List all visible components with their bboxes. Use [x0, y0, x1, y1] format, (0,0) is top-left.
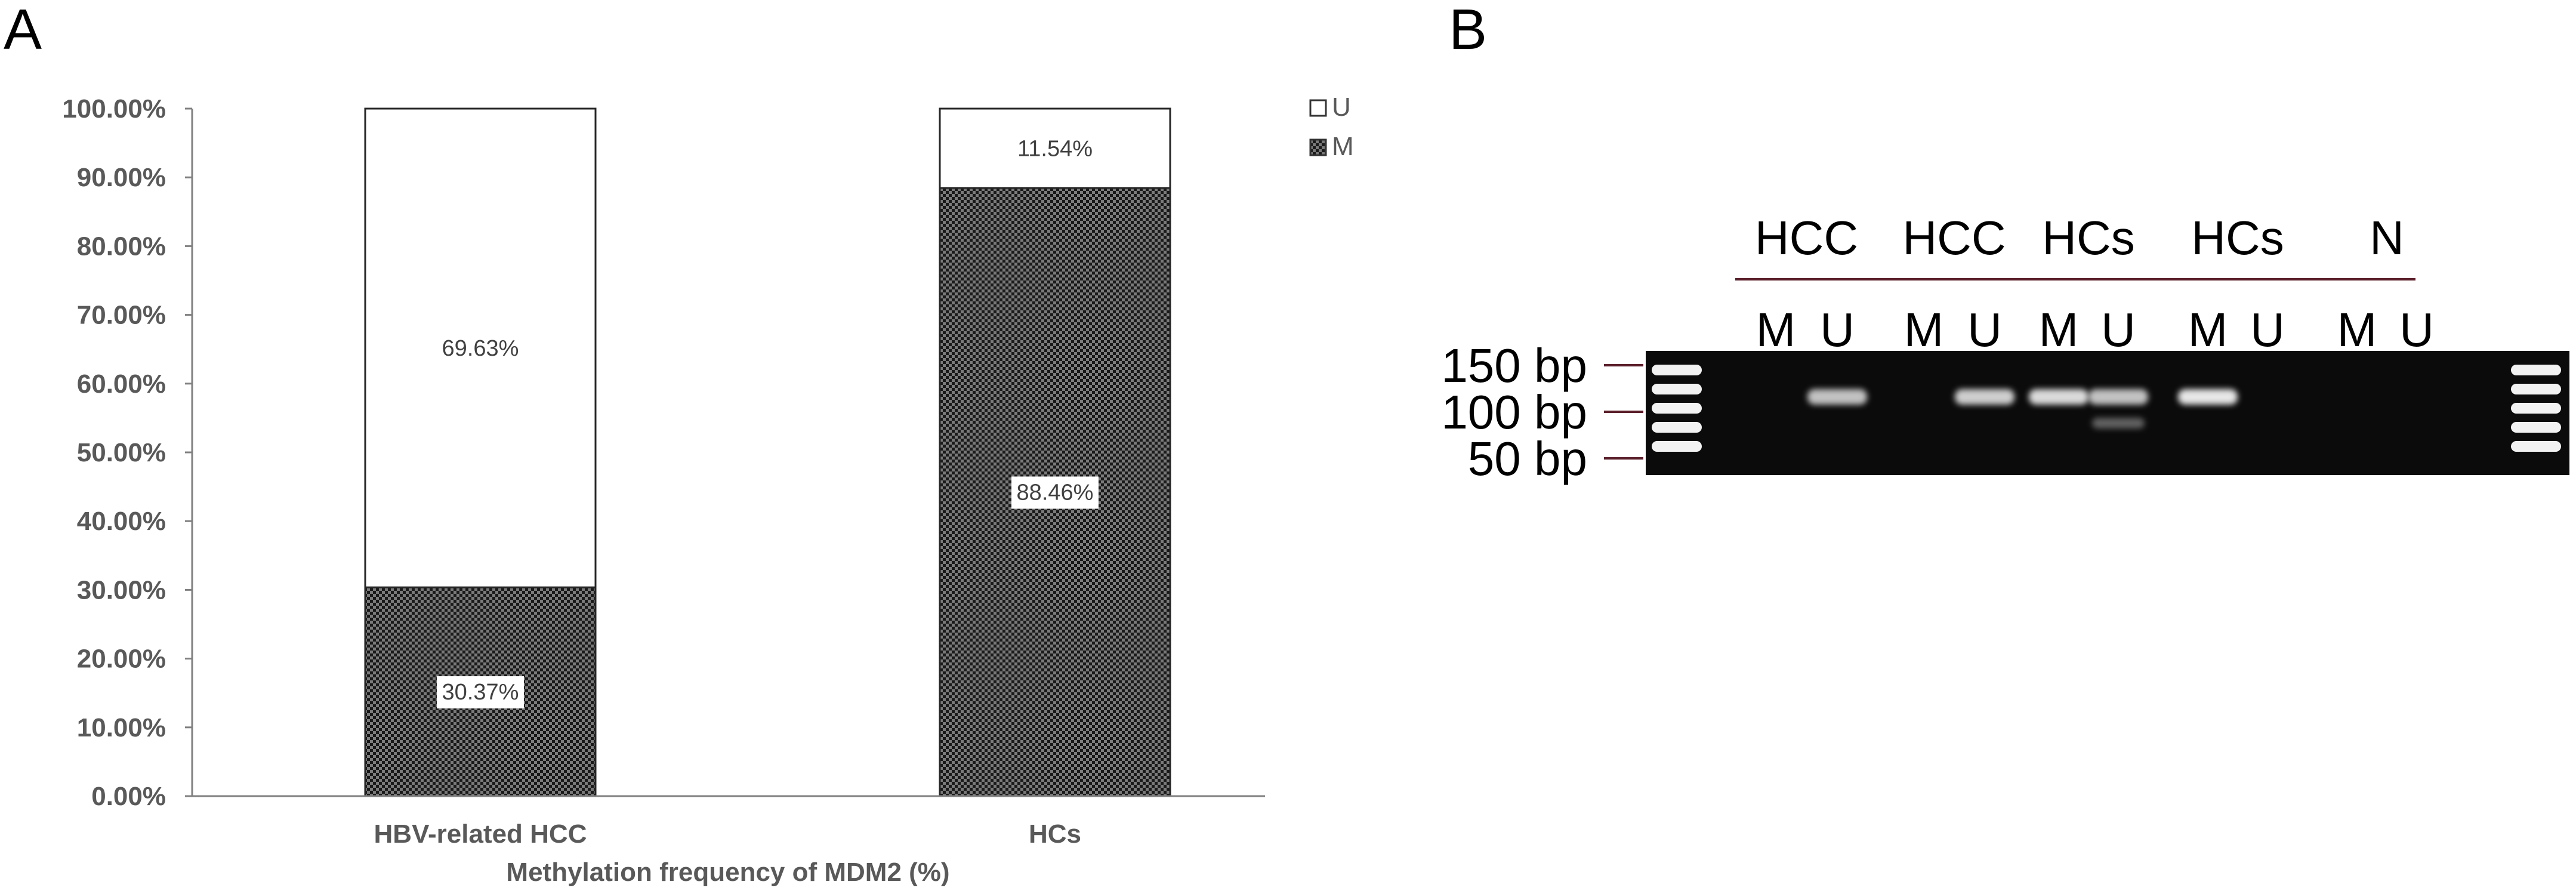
size-marker-label: 100 bp — [1441, 386, 1587, 439]
data-label: 11.54% — [1017, 136, 1093, 161]
data-label: 30.37% — [442, 680, 519, 705]
size-marker-label: 50 bp — [1468, 432, 1587, 485]
legend-swatch-m — [1309, 138, 1327, 156]
x-axis-categories: HBV-related HCC HCs — [374, 819, 1082, 849]
y-axis-ticks: 0.00% 10.00% 20.00% 30.00% 40.00% 50.00% 60.00… — [62, 94, 192, 811]
x-category-label: HCs — [1029, 819, 1081, 849]
gel-lane-label: M — [2337, 303, 2377, 356]
x-axis-title: Methylation frequency of MDM2 (%) — [506, 858, 949, 887]
legend-label-m: M — [1332, 132, 1354, 161]
gel-lane-label: M — [2039, 303, 2079, 356]
ladder-band — [1652, 441, 1702, 452]
gel-lane-label: U — [2250, 303, 2285, 356]
stacked-bar-chart: 0.00% 10.00% 20.00% 30.00% 40.00% 50.00% 60.00… — [62, 94, 1265, 887]
y-tick-label: 40.00% — [77, 507, 166, 536]
y-tick-label: 60.00% — [77, 369, 166, 399]
gel-lane-label: M — [1904, 303, 1944, 356]
legend: U M — [1309, 93, 1354, 161]
y-tick-label: 20.00% — [77, 645, 166, 674]
gel-band — [1807, 389, 1867, 405]
gel-group-label: HCC — [1755, 211, 1858, 264]
legend-label-u: U — [1332, 93, 1351, 122]
size-marker-label: 150 bp — [1441, 339, 1587, 392]
ladder-band — [2511, 365, 2561, 375]
y-tick-label: 10.00% — [77, 713, 166, 742]
sample-bands — [1807, 389, 2238, 428]
ladder-band — [2511, 403, 2561, 414]
gel-band — [2029, 389, 2088, 405]
ladder-band — [1652, 403, 1702, 414]
legend-item-m: M — [1309, 132, 1354, 161]
gel-group-label: HCs — [2191, 211, 2284, 264]
y-tick-label: 50.00% — [77, 438, 166, 467]
gel-lane-label: U — [1820, 303, 1855, 356]
gel-group-label: HCC — [1902, 211, 2006, 264]
ladder-band — [2511, 384, 2561, 394]
gel-lane-label: U — [2399, 303, 2434, 356]
gel-band — [1955, 389, 2014, 405]
gel-band-faint — [2092, 418, 2145, 428]
bar-segment-u — [939, 107, 1171, 189]
y-tick-label: 0.00% — [91, 782, 166, 811]
data-label-box — [1011, 476, 1099, 509]
y-tick-label: 100.00% — [62, 94, 166, 124]
gel-lane-label: M — [2188, 303, 2228, 356]
bar-segment-u — [364, 107, 597, 588]
data-label: 88.46% — [1017, 480, 1094, 505]
legend-swatch-u — [1309, 99, 1327, 117]
x-category-label: HBV-related HCC — [374, 819, 587, 849]
ladder-band — [1652, 422, 1702, 433]
ladder-band — [1652, 365, 1702, 375]
gel-background — [1646, 351, 2569, 475]
data-label: 69.63% — [442, 336, 519, 361]
ladder-band — [2511, 422, 2561, 433]
panel-label-a: A — [4, 0, 42, 61]
gel-lane-label: U — [1967, 303, 2002, 356]
y-tick-label: 70.00% — [77, 301, 166, 330]
gel-group-label: N — [2370, 211, 2404, 264]
gel-lane-label: U — [2101, 303, 2136, 356]
gel-band — [2178, 389, 2238, 405]
y-tick-label: 80.00% — [77, 232, 166, 261]
y-tick-label: 90.00% — [77, 163, 166, 192]
panel-label-b: B — [1449, 0, 1487, 61]
gel-group-labels: HCC HCC HCs HCs N — [1755, 211, 2404, 264]
legend-item-u: U — [1309, 93, 1351, 122]
y-tick-label: 30.00% — [77, 575, 166, 605]
ladder-band — [2511, 441, 2561, 452]
data-labels: 30.37% 69.63% 88.46% 11.54% — [437, 136, 1099, 709]
ladder-bands — [1652, 365, 2561, 452]
data-label-box — [437, 676, 524, 709]
gel-band — [2088, 389, 2148, 405]
gel-lane-label: M — [1756, 303, 1796, 356]
gel-group-label: HCs — [2042, 211, 2135, 264]
ladder-band — [1652, 384, 1702, 394]
